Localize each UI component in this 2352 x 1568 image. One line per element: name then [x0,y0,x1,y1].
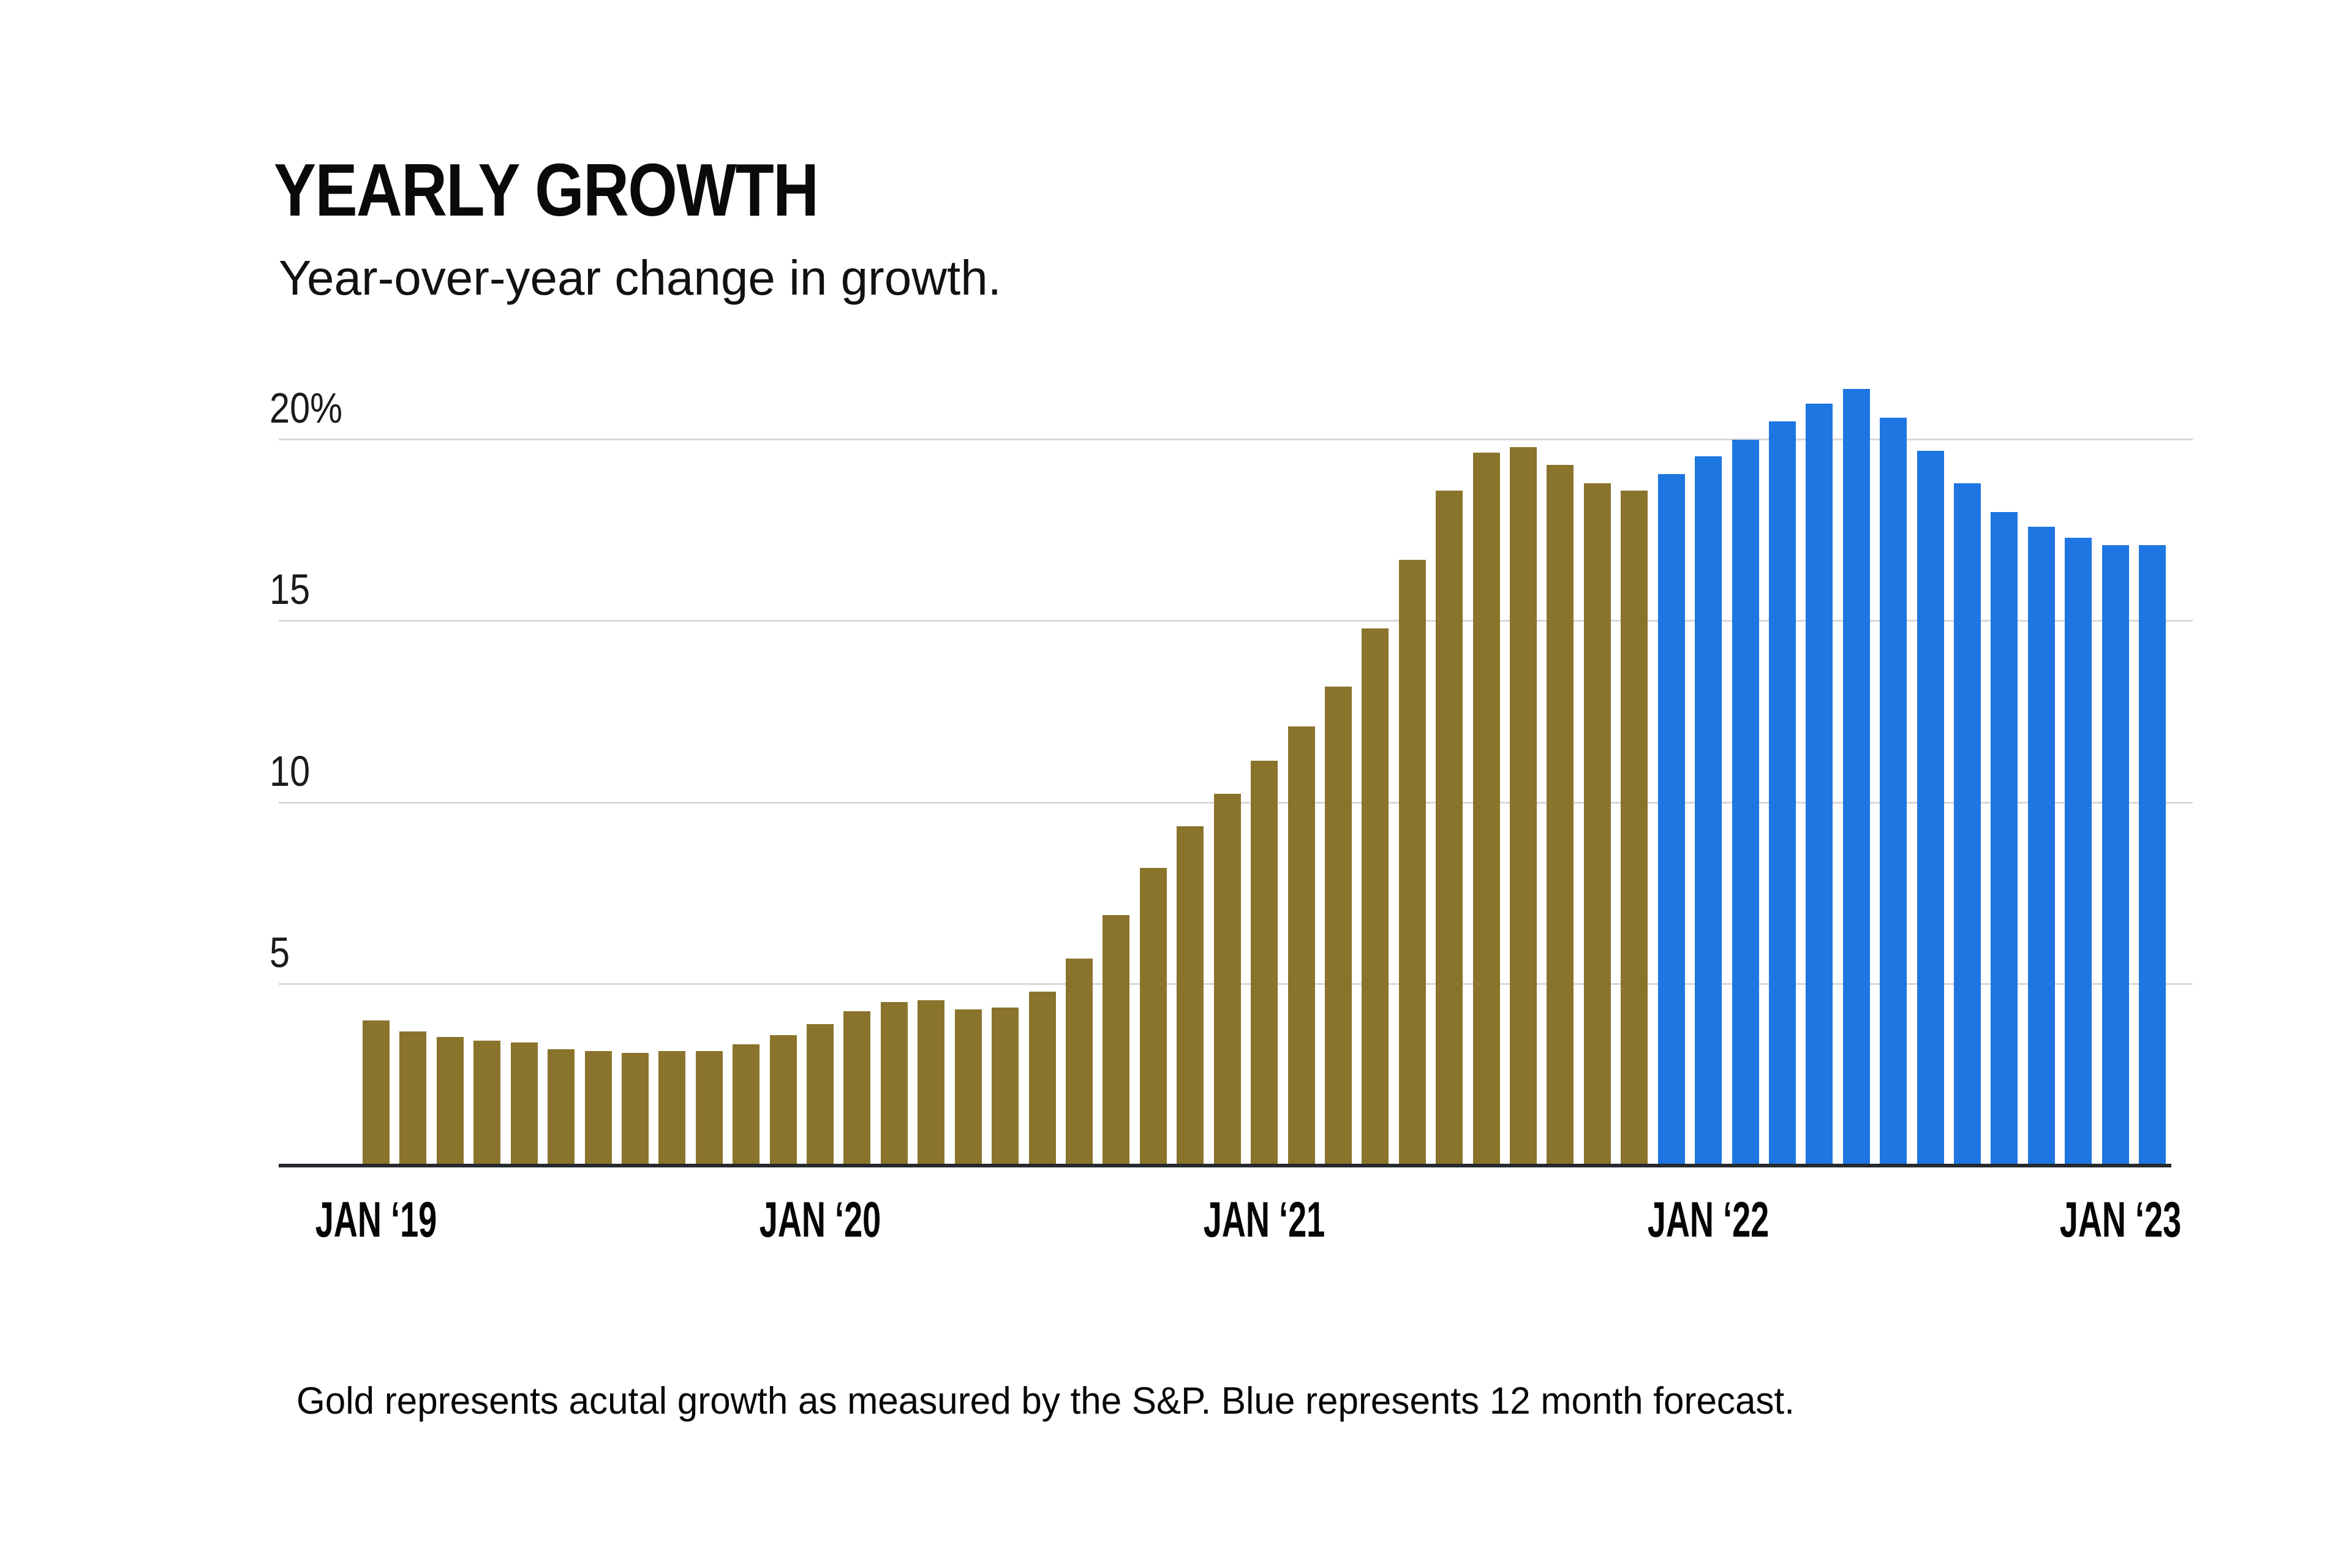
forecast-bar-feb-22 [1732,440,1759,1166]
forecast-bar-oct-22 [2028,527,2055,1166]
actual-bar-oct-20 [1140,868,1167,1166]
actual-bar-apr-21 [1362,628,1389,1166]
actual-bar-jun-20 [992,1008,1019,1166]
actual-bar-dec-19 [770,1035,797,1166]
actual-bar-nov-21 [1621,491,1648,1166]
actual-bar-jan-20 [807,1024,834,1166]
x-axis-tick-jan20: JAN ‘20 [759,1192,881,1248]
actual-bar-feb-21 [1288,726,1315,1166]
forecast-bar-may-22 [1843,389,1870,1166]
y-axis-tick-20: 20% [270,384,343,432]
actual-bar-oct-21 [1584,483,1611,1166]
page-title: YEARLY GROWTH [274,148,819,232]
gridline-15pct [279,620,2193,622]
actual-bar-aug-19 [622,1053,649,1166]
actual-bar-may-21 [1399,560,1426,1166]
forecast-bar-jul-22 [1917,451,1944,1166]
forecast-bar-jan-22 [1695,456,1722,1166]
actual-bar-apr-19 [473,1041,500,1166]
actual-bar-sep-20 [1102,915,1129,1166]
actual-bar-feb-20 [843,1011,870,1166]
forecast-bar-sep-22 [1991,512,2018,1166]
actual-bar-jul-19 [585,1051,612,1166]
actual-bar-dec-20 [1214,794,1241,1166]
forecast-bar-dec-22 [2102,545,2129,1166]
x-axis-tick-jan19: JAN ‘19 [315,1192,437,1248]
x-axis-tick-jan22: JAN ‘22 [1647,1192,1770,1248]
page-subtitle: Year-over-year change in growth. [279,251,1001,305]
actual-bar-mar-19 [437,1037,464,1166]
x-axis-baseline [279,1164,2171,1167]
actual-bar-jan-19 [363,1020,390,1166]
forecast-bar-jun-22 [1880,418,1907,1166]
gridline-20pct [279,439,2193,440]
actual-bar-jun-19 [548,1049,575,1166]
y-axis-tick-10: 10 [270,747,311,795]
actual-bar-may-20 [955,1009,982,1166]
actual-bar-may-19 [511,1042,538,1166]
forecast-bar-nov-22 [2065,538,2092,1166]
actual-bar-jan-21 [1251,761,1278,1166]
y-axis-tick-5: 5 [270,929,290,976]
actual-bar-sep-21 [1547,465,1574,1166]
actual-bar-oct-19 [696,1051,723,1166]
forecast-bar-dec-21 [1658,474,1685,1166]
forecast-bar-apr-22 [1806,404,1833,1166]
actual-bar-mar-21 [1325,687,1352,1166]
x-axis-tick-jan23: JAN ‘23 [2059,1192,2182,1248]
actual-bar-jun-21 [1436,491,1463,1166]
x-axis-tick-jan21: JAN ‘21 [1203,1192,1325,1248]
actual-bar-jul-21 [1473,453,1500,1166]
actual-bar-jul-20 [1029,992,1056,1166]
legend-footnote: Gold represents acutal growth as measure… [296,1380,1795,1422]
actual-bar-sep-19 [658,1051,685,1166]
actual-bar-mar-20 [881,1002,908,1166]
actual-bar-apr-20 [918,1000,944,1166]
actual-bar-feb-19 [399,1031,426,1166]
actual-bar-nov-20 [1177,826,1204,1166]
y-axis-tick-15: 15 [270,565,311,613]
actual-bar-nov-19 [733,1044,760,1166]
forecast-bar-jan-23 [2139,545,2166,1166]
forecast-bar-mar-22 [1769,421,1796,1166]
forecast-bar-aug-22 [1954,483,1981,1166]
actual-bar-aug-20 [1066,959,1093,1166]
actual-bar-aug-21 [1510,447,1537,1166]
